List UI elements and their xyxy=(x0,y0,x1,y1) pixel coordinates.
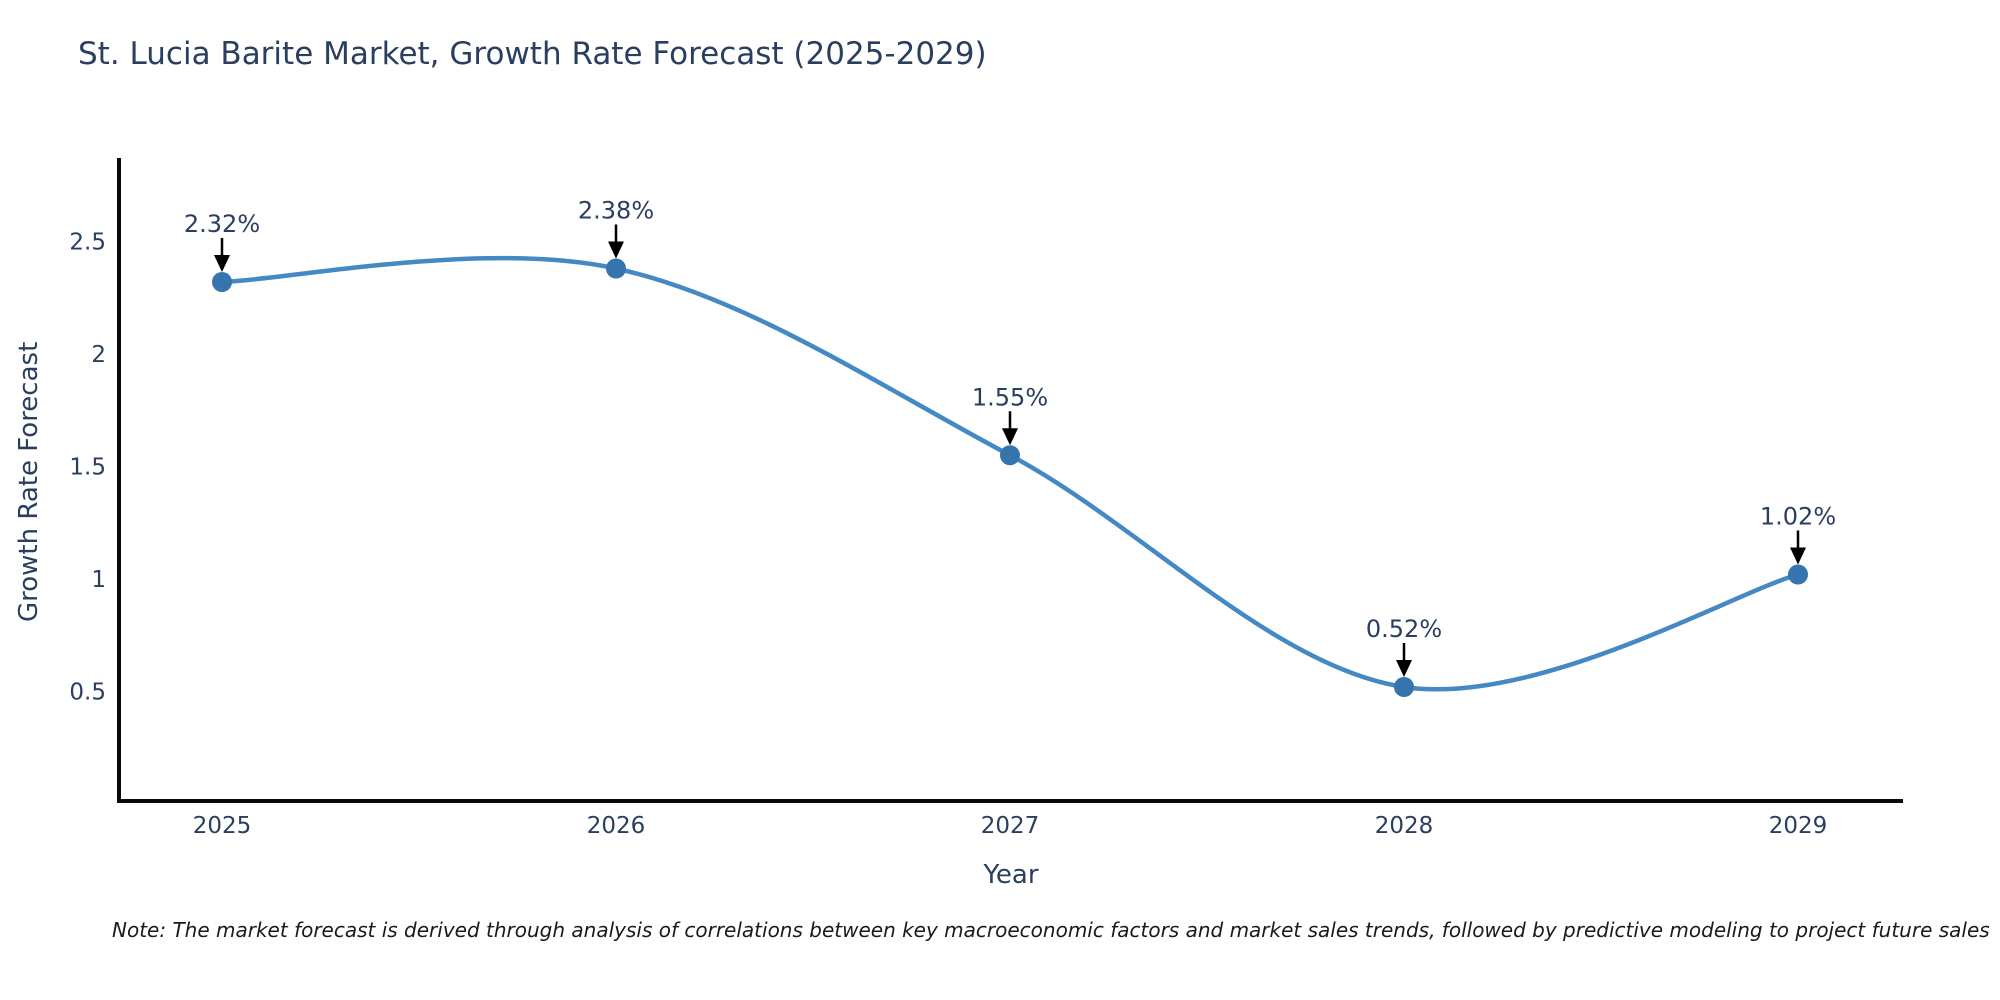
y-tick-label: 1.5 xyxy=(69,455,106,481)
page-title: St. Lucia Barite Market, Growth Rate For… xyxy=(78,36,987,72)
y-tick-label: 2.5 xyxy=(69,230,106,256)
y-tick-label: 2 xyxy=(91,342,106,368)
data-label: 2.38% xyxy=(578,197,654,225)
y-tick-label: 0.5 xyxy=(69,680,106,706)
annotation-arrowhead-icon xyxy=(1396,660,1412,677)
note-text: Note: The market forecast is derived thr… xyxy=(112,918,1990,942)
x-tick-label: 2025 xyxy=(193,813,252,839)
y-tick-label: 1 xyxy=(91,567,106,593)
data-label: 1.55% xyxy=(972,383,1048,411)
data-point-marker xyxy=(606,258,626,279)
data-label: 2.32% xyxy=(184,210,260,238)
data-point-marker xyxy=(1394,677,1414,697)
data-label: 0.52% xyxy=(1366,615,1442,643)
data-point-marker xyxy=(1000,445,1020,466)
annotation-arrowhead-icon xyxy=(214,255,230,272)
annotation-arrowhead-icon xyxy=(1002,428,1018,446)
x-tick-label: 2027 xyxy=(981,813,1040,839)
data-label: 1.02% xyxy=(1760,503,1836,531)
annotation-arrowhead-icon xyxy=(608,241,624,259)
series-line xyxy=(219,255,1801,692)
x-tick-label: 2029 xyxy=(1769,813,1828,839)
data-point-marker xyxy=(212,272,232,292)
data-point-marker xyxy=(1788,564,1808,585)
x-tick-label: 2028 xyxy=(1375,813,1434,839)
annotation-arrowhead-icon xyxy=(1790,547,1806,565)
x-axis-title: Year xyxy=(983,860,1039,890)
x-tick-label: 2026 xyxy=(587,813,646,839)
